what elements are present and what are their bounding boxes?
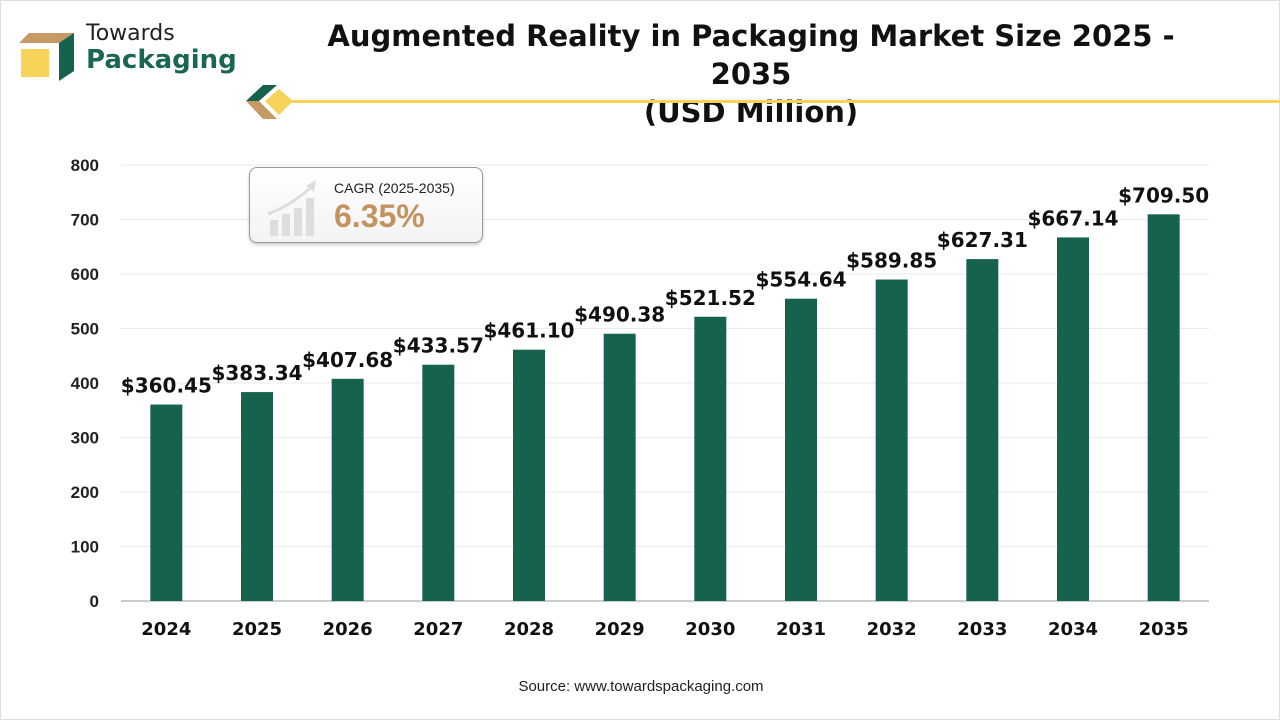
data-label: $521.52 — [665, 286, 756, 310]
x-tick-label: 2028 — [504, 619, 554, 640]
bar — [331, 378, 364, 601]
data-label: $627.31 — [937, 228, 1028, 252]
x-tick-label: 2035 — [1139, 619, 1189, 640]
data-label: $490.38 — [574, 303, 665, 327]
data-label: $383.34 — [211, 361, 302, 385]
data-label: $589.85 — [846, 249, 937, 273]
x-tick-label: 2031 — [776, 619, 826, 640]
cagr-label: CAGR (2025-2035) — [334, 180, 455, 196]
y-tick-label: 300 — [71, 429, 99, 448]
logo — [19, 23, 79, 88]
data-label: $461.10 — [483, 319, 574, 343]
growth-chart-icon — [267, 180, 316, 236]
bar — [603, 333, 636, 601]
cagr-value: 6.35% — [334, 198, 425, 234]
y-tick-label: 500 — [71, 320, 99, 339]
brand-line1: Towards — [86, 21, 175, 46]
x-tick-label: 2025 — [232, 619, 282, 640]
divider-ornament — [246, 85, 1280, 119]
title-line: Augmented Reality in Packaging Market Si… — [327, 19, 1175, 91]
bar — [513, 349, 545, 601]
bar — [694, 316, 727, 601]
y-tick-label: 100 — [71, 538, 99, 557]
bar — [875, 279, 908, 601]
bar — [150, 404, 183, 601]
y-tick-label: 600 — [71, 265, 99, 284]
y-tick-label: 800 — [71, 156, 99, 175]
data-label: $709.50 — [1118, 183, 1209, 207]
bar — [422, 364, 455, 601]
y-tick-label: 0 — [90, 592, 99, 611]
x-tick-label: 2029 — [595, 619, 645, 640]
bar — [1147, 214, 1180, 601]
bar — [241, 392, 273, 601]
brand-line2: Packaging — [86, 45, 237, 75]
data-label: $554.64 — [755, 268, 846, 292]
y-tick-label: 400 — [71, 374, 99, 393]
source-note: Source: www.towardspackaging.com — [518, 678, 764, 695]
x-tick-label: 2032 — [867, 619, 917, 640]
box-logo-icon — [19, 33, 74, 81]
x-tick-label: 2026 — [323, 619, 373, 640]
x-tick-label: 2030 — [685, 619, 735, 640]
bar — [785, 298, 817, 601]
y-tick-label: 200 — [71, 483, 99, 502]
bar — [1057, 237, 1089, 602]
cagr-box: CAGR (2025-2035) 6.35% — [249, 167, 483, 243]
data-label: $407.68 — [302, 348, 393, 372]
bar — [966, 259, 999, 601]
x-tick-label: 2033 — [957, 619, 1007, 640]
x-tick-label: 2034 — [1048, 619, 1098, 640]
data-label: $667.14 — [1027, 206, 1118, 230]
data-label: $433.57 — [393, 334, 484, 358]
data-label: $360.45 — [121, 374, 212, 398]
x-tick-label: 2027 — [413, 619, 463, 640]
x-tick-label: 2024 — [141, 619, 191, 640]
chart-title: Augmented Reality in Packaging Market Si… — [301, 17, 1201, 131]
y-tick-label: 700 — [71, 211, 99, 230]
